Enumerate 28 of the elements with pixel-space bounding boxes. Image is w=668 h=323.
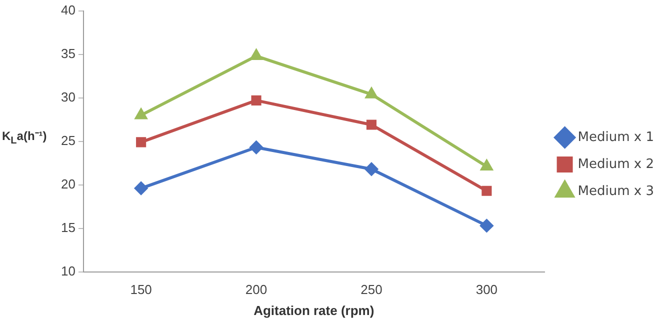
y-tick-label: 40 (60, 2, 76, 18)
x-tick-label: 250 (360, 282, 382, 298)
y-tick-label: 25 (60, 132, 76, 148)
legend-label: Medium x 1 (578, 130, 654, 145)
x-tick-label: 150 (130, 282, 152, 298)
point (480, 219, 494, 232)
point (136, 137, 146, 148)
point (480, 160, 493, 171)
point (364, 162, 378, 176)
y-tick-label: 30 (60, 89, 76, 104)
point (482, 186, 492, 196)
point (251, 95, 262, 106)
y-tick-label: 10 (60, 263, 76, 278)
x-axis-title: Agitation rate (rpm) (254, 302, 374, 318)
y-axis-title: K$_{L}$a(h⁻¹) (2, 128, 47, 146)
x-tick-label: 300 (476, 282, 498, 298)
legend-label: Medium x 2 (578, 156, 654, 172)
point (250, 50, 262, 60)
legend-label: Medium x 3 (578, 184, 654, 199)
x-tick-label: 200 (245, 282, 268, 298)
y-tick-label: 15 (60, 220, 76, 235)
y-tick-label: 20 (60, 176, 76, 192)
point (366, 88, 378, 98)
point (250, 140, 263, 154)
point (366, 120, 377, 130)
y-tick-label: 35 (60, 46, 76, 61)
point (134, 182, 148, 195)
point (135, 108, 147, 120)
